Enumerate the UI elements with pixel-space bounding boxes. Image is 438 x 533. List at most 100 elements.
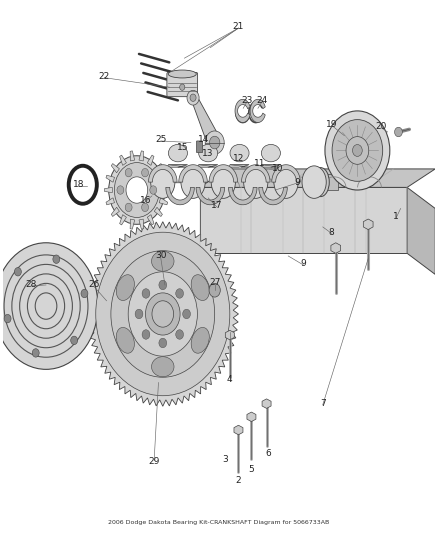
Polygon shape: [139, 151, 144, 161]
FancyBboxPatch shape: [197, 141, 202, 152]
Ellipse shape: [168, 144, 187, 162]
Polygon shape: [106, 198, 114, 205]
Text: 30: 30: [155, 252, 166, 261]
Circle shape: [142, 289, 150, 298]
Polygon shape: [190, 95, 223, 142]
Text: 17: 17: [211, 201, 223, 211]
Polygon shape: [148, 165, 177, 182]
Text: 12: 12: [233, 154, 244, 163]
Circle shape: [96, 232, 230, 395]
Polygon shape: [104, 188, 112, 192]
Circle shape: [150, 186, 157, 194]
Circle shape: [126, 177, 148, 203]
Polygon shape: [235, 99, 250, 123]
Polygon shape: [259, 188, 287, 205]
Circle shape: [81, 289, 88, 298]
Text: 2006 Dodge Dakota Bearing Kit-CRANKSHAFT Diagram for 5066733AB: 2006 Dodge Dakota Bearing Kit-CRANKSHAFT…: [108, 520, 330, 525]
Text: 20: 20: [375, 122, 387, 131]
Polygon shape: [247, 412, 256, 422]
Polygon shape: [147, 155, 154, 165]
Polygon shape: [154, 164, 162, 173]
Text: 24: 24: [257, 96, 268, 105]
Text: 3: 3: [223, 455, 228, 464]
Text: 6: 6: [266, 449, 272, 458]
Circle shape: [53, 255, 60, 263]
Circle shape: [346, 136, 369, 164]
Ellipse shape: [151, 166, 175, 198]
Circle shape: [187, 90, 199, 105]
Text: 4: 4: [227, 375, 233, 384]
Circle shape: [145, 293, 180, 335]
Polygon shape: [272, 165, 300, 182]
Polygon shape: [198, 165, 218, 167]
Polygon shape: [147, 215, 154, 225]
Polygon shape: [331, 243, 341, 253]
Circle shape: [114, 163, 159, 217]
Circle shape: [14, 268, 21, 276]
Text: 11: 11: [254, 159, 266, 168]
Ellipse shape: [230, 144, 249, 162]
Text: 10: 10: [272, 164, 283, 173]
Polygon shape: [130, 219, 135, 229]
Text: 23: 23: [241, 96, 253, 105]
Ellipse shape: [180, 84, 185, 90]
Text: 1: 1: [393, 212, 399, 221]
Text: 15: 15: [177, 143, 188, 152]
Ellipse shape: [152, 251, 174, 271]
Circle shape: [325, 111, 390, 190]
Text: 16: 16: [140, 196, 151, 205]
Circle shape: [190, 94, 196, 101]
Circle shape: [176, 289, 184, 298]
Polygon shape: [111, 164, 120, 173]
Ellipse shape: [152, 357, 174, 377]
Polygon shape: [261, 165, 282, 167]
Ellipse shape: [211, 166, 236, 198]
Circle shape: [205, 131, 224, 154]
Text: 28: 28: [25, 280, 37, 289]
Ellipse shape: [199, 144, 218, 162]
Polygon shape: [260, 165, 280, 167]
Ellipse shape: [168, 70, 196, 78]
Text: 9: 9: [294, 177, 300, 187]
Text: 27: 27: [209, 278, 220, 287]
Ellipse shape: [191, 327, 209, 353]
Circle shape: [135, 309, 143, 319]
Text: 5: 5: [248, 465, 254, 474]
Polygon shape: [167, 165, 187, 167]
Text: 18: 18: [73, 180, 84, 189]
Circle shape: [125, 168, 132, 177]
Polygon shape: [130, 151, 135, 161]
Text: 2: 2: [236, 475, 241, 484]
Circle shape: [209, 136, 220, 149]
Polygon shape: [120, 155, 127, 165]
Polygon shape: [199, 165, 219, 167]
Polygon shape: [161, 188, 169, 192]
Polygon shape: [228, 165, 249, 167]
Polygon shape: [159, 198, 168, 205]
Polygon shape: [87, 222, 238, 406]
Ellipse shape: [312, 167, 329, 197]
Polygon shape: [209, 165, 237, 182]
Text: 22: 22: [99, 72, 110, 81]
Polygon shape: [106, 175, 114, 182]
Ellipse shape: [181, 166, 205, 198]
Circle shape: [111, 251, 215, 377]
Polygon shape: [139, 219, 144, 229]
Text: 13: 13: [202, 149, 214, 158]
Ellipse shape: [244, 166, 268, 198]
Polygon shape: [166, 188, 194, 205]
Polygon shape: [200, 169, 435, 188]
Ellipse shape: [116, 327, 134, 353]
Polygon shape: [225, 330, 234, 340]
Circle shape: [176, 330, 184, 339]
Polygon shape: [229, 188, 257, 205]
Text: 9: 9: [300, 260, 306, 268]
Circle shape: [395, 127, 403, 137]
Text: 14: 14: [198, 135, 209, 144]
Circle shape: [32, 349, 39, 357]
Polygon shape: [196, 188, 225, 205]
Ellipse shape: [274, 166, 298, 198]
Circle shape: [353, 144, 362, 156]
Polygon shape: [407, 188, 435, 274]
Polygon shape: [111, 207, 120, 216]
